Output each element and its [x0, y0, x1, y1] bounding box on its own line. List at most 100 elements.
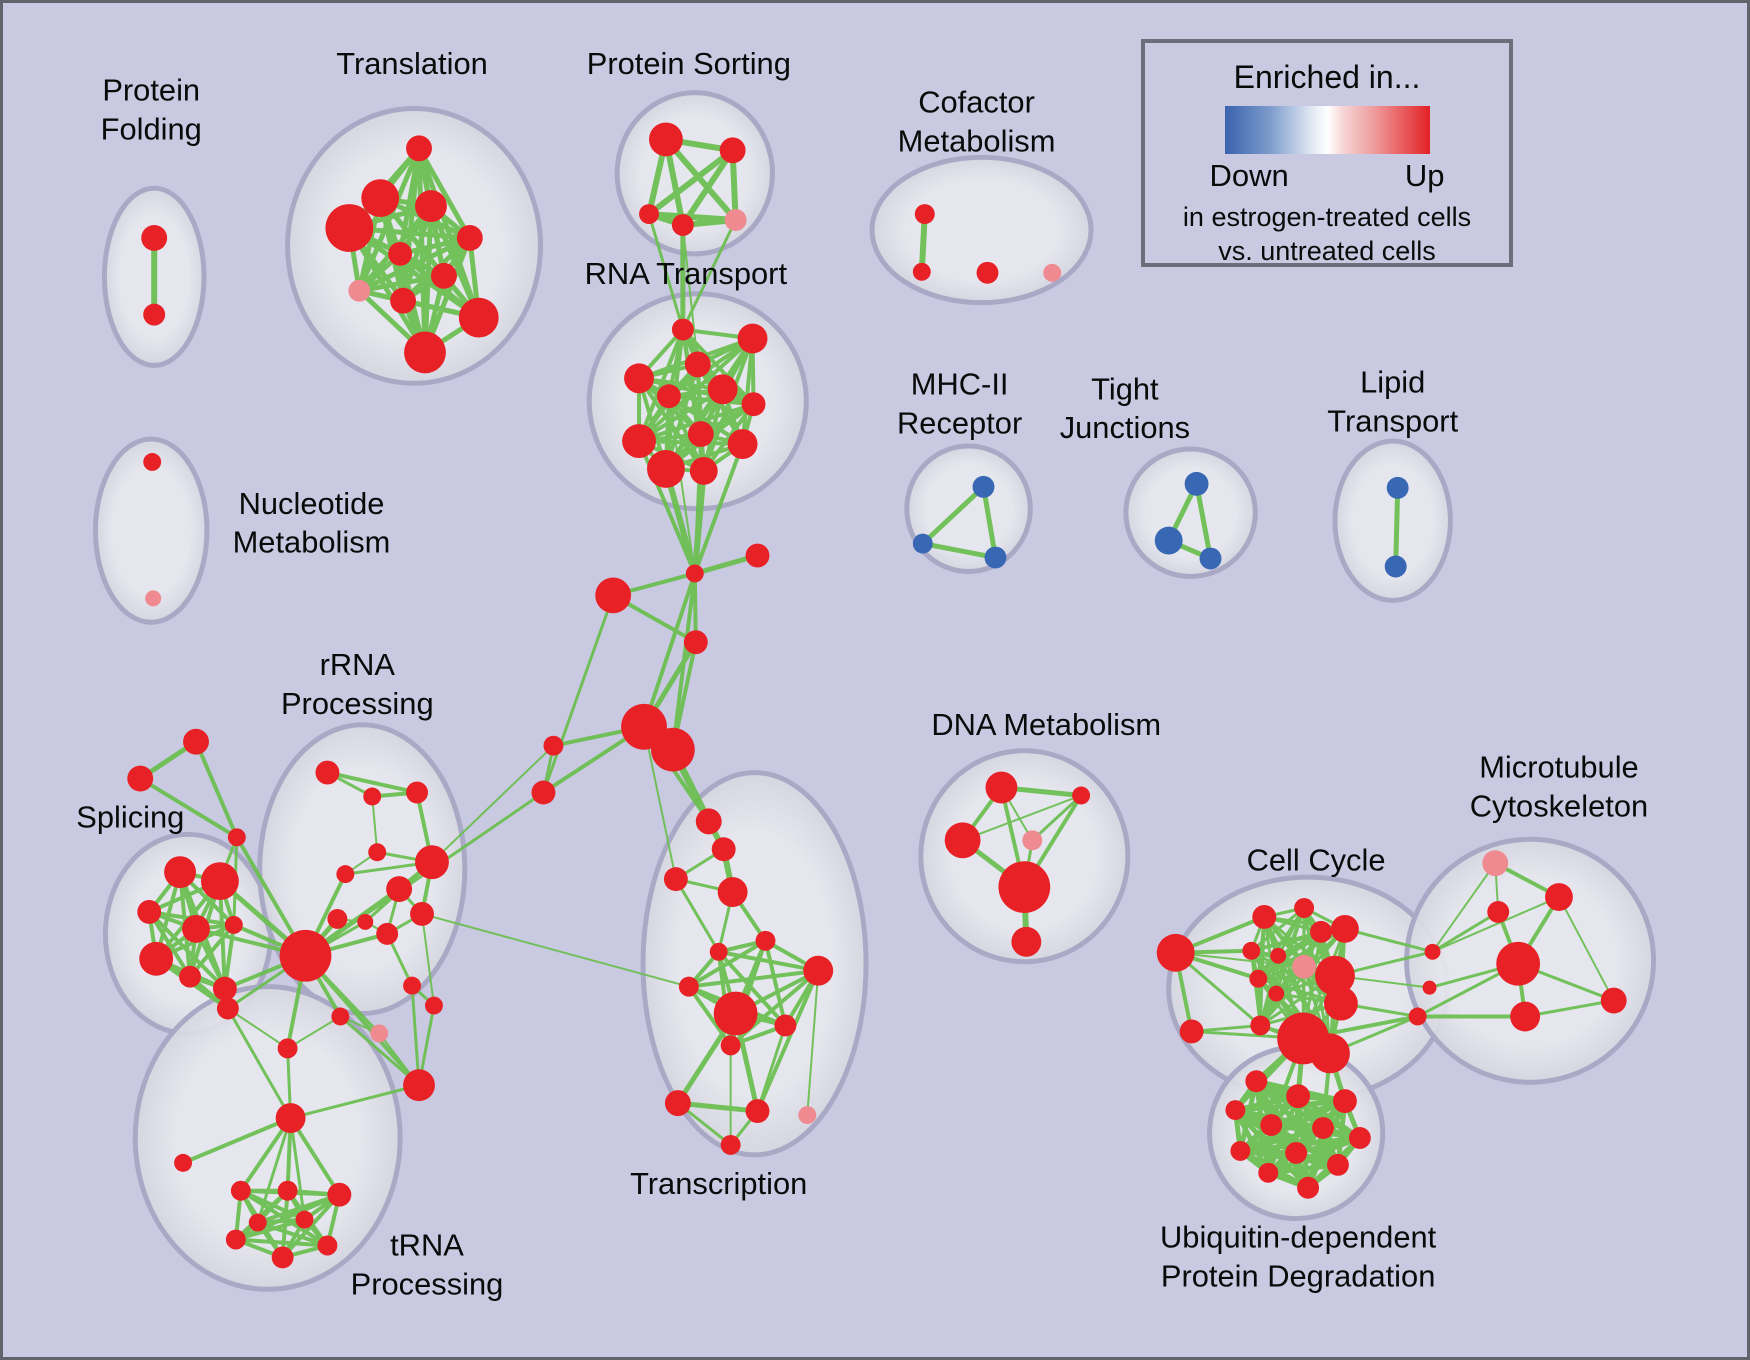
gene-set-node	[424, 996, 443, 1015]
gene-set-node	[689, 456, 718, 485]
edge	[674, 877, 721, 954]
edge	[1431, 910, 1500, 954]
gene-set-node	[317, 1235, 338, 1256]
gene-set-node	[1179, 1019, 1204, 1044]
gene-set-node	[410, 902, 434, 926]
gene-set-node	[200, 862, 239, 901]
gene-set-node	[984, 546, 1007, 569]
cluster-cofactor-metabolism-label: Cofactor	[918, 85, 1035, 120]
edge	[920, 484, 987, 547]
legend-caption: in estrogen-treated cells vs. untreated …	[1182, 202, 1472, 266]
edge	[662, 136, 739, 224]
cluster-mhc-ii-receptor-ellipse	[904, 443, 1033, 574]
gene-set-node	[406, 781, 428, 804]
gene-set-node	[1230, 1140, 1251, 1161]
cluster-mhc-ii-receptor-label: Receptor	[897, 405, 1022, 440]
edge	[303, 953, 422, 1088]
gene-set-node	[684, 351, 711, 378]
cluster-ubiquitin-dependent-protein-degradation-label: Protein Degradation	[1161, 1259, 1435, 1294]
edge	[1431, 896, 1560, 953]
gene-set-node	[1072, 786, 1091, 805]
cluster-lipid-transport-ellipse	[1332, 438, 1453, 603]
gene-set-node	[543, 735, 564, 756]
cluster-trna-processing-label: Processing	[351, 1266, 504, 1301]
edge	[675, 1100, 761, 1114]
gene-set-node	[737, 323, 768, 354]
edge	[421, 912, 690, 988]
gene-set-node	[1600, 987, 1627, 1014]
gene-set-node	[325, 204, 374, 252]
cluster-microtubule-cytoskeleton-label: Cytoskeleton	[1470, 789, 1648, 824]
gene-set-node	[370, 1024, 389, 1043]
gene-set-node	[390, 287, 417, 314]
gene-set-node	[647, 450, 685, 488]
edge	[693, 432, 703, 575]
edge	[763, 938, 788, 1028]
edge	[181, 1116, 293, 1165]
gene-set-node	[141, 225, 168, 251]
gene-set-node	[216, 997, 239, 1020]
gene-set-node	[1286, 1084, 1311, 1109]
gene-set-node	[745, 1099, 770, 1124]
gene-set-node	[315, 760, 340, 785]
gene-set-node	[361, 179, 400, 218]
gene-set-node	[912, 262, 931, 281]
gene-set-node	[404, 331, 446, 374]
edge	[255, 1220, 330, 1248]
cluster-lipid-transport-label: Transport	[1327, 403, 1458, 438]
gene-set-node	[1250, 1015, 1271, 1036]
gene-set-node	[430, 262, 457, 289]
cluster-tight-junctions-label: Junctions	[1060, 410, 1190, 445]
gene-set-node	[798, 1106, 817, 1125]
gene-set-node	[1154, 526, 1183, 555]
gene-set-node	[137, 900, 162, 924]
gene-set-node	[145, 590, 162, 607]
gene-set-node	[368, 843, 387, 862]
edge	[1174, 951, 1306, 968]
gene-set-node	[727, 429, 758, 459]
edge	[289, 1116, 307, 1222]
edge	[416, 145, 473, 241]
cluster-translation-label: Translation	[336, 46, 488, 81]
gene-set-node	[595, 577, 632, 614]
edge	[1343, 927, 1435, 954]
cluster-microtubule-cytoskeleton-label: Microtubule	[1479, 750, 1639, 785]
gene-set-node	[720, 1134, 741, 1155]
gene-set-node	[985, 771, 1018, 804]
gene-set-node	[1510, 1001, 1541, 1032]
gene-set-node	[1422, 980, 1437, 995]
gene-set-node	[656, 384, 681, 409]
gene-set-node	[683, 630, 708, 655]
edge	[410, 984, 421, 1087]
edge	[667, 395, 696, 575]
edge	[755, 968, 821, 1114]
gene-set-node	[458, 297, 499, 338]
edge	[430, 744, 555, 864]
gene-set-node	[139, 941, 174, 976]
gene-set-node	[1292, 954, 1317, 979]
edge	[188, 922, 236, 979]
gene-set-node	[709, 942, 728, 961]
gene-set-node	[1285, 1141, 1308, 1164]
edge	[147, 909, 193, 979]
edge	[686, 968, 821, 989]
gene-set-node	[1199, 547, 1222, 570]
edge	[679, 147, 736, 229]
gene-set-node	[183, 728, 209, 755]
cluster-rrna-processing-label: Processing	[281, 686, 434, 721]
edge	[637, 376, 706, 473]
gene-set-node	[230, 1180, 251, 1201]
cluster-tight-junctions-ellipse	[1123, 446, 1258, 579]
gene-set-node	[174, 1153, 193, 1172]
gene-set-node	[386, 876, 413, 903]
gene-set-node	[143, 453, 162, 471]
gene-set-node	[671, 318, 694, 341]
gene-set-node	[912, 533, 933, 554]
edge	[646, 147, 736, 218]
gene-set-node	[275, 1103, 306, 1133]
gene-set-node	[1348, 1127, 1371, 1149]
gene-set-node	[271, 1246, 294, 1269]
edge	[981, 484, 998, 561]
gene-set-node	[1310, 1033, 1350, 1074]
gene-set-node	[678, 976, 699, 997]
